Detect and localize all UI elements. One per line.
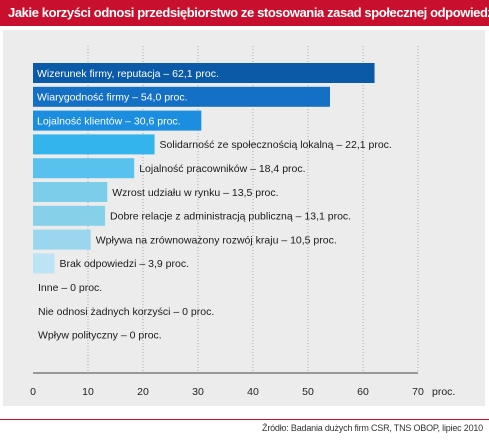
- x-tick-label: 20: [137, 386, 149, 398]
- bar: [33, 229, 91, 250]
- footer-divider: [0, 419, 489, 420]
- bar-label: Inne – 0 proc.: [38, 282, 102, 294]
- bar-label: Dobre relacje z administracją publiczną …: [110, 211, 351, 223]
- bar: [33, 63, 375, 83]
- bar-label: Nie odnosi żadnych korzyści – 0 proc.: [38, 306, 214, 318]
- bar: [33, 110, 202, 131]
- bar-label: Lojalność klientów – 30,6 proc.: [37, 115, 181, 127]
- bar: [33, 158, 135, 179]
- bar: [33, 205, 106, 226]
- bar-label: Wpływ polityczny – 0 proc.: [38, 330, 162, 342]
- bar-label: Wzrost udziału w rynku – 13,5 proc.: [112, 187, 278, 199]
- x-tick-label: 70: [412, 386, 424, 398]
- bar: [33, 253, 55, 274]
- x-tick-label: 50: [302, 386, 314, 398]
- source-note: Źródło: Badania dużych firm CSR, TNS OBO…: [262, 423, 483, 433]
- bar-label: Lojalność pracowników – 18,4 proc.: [139, 163, 305, 175]
- x-tick-label: 60: [357, 386, 369, 398]
- bar-chart: Wizerunek firmy, reputacja – 62,1 proc. W…: [30, 46, 455, 398]
- bar-label: Wiarygodność firmy – 54,0 proc.: [37, 92, 188, 104]
- x-tick-label: 40: [247, 386, 259, 398]
- chart-title: Jakie korzyści odnosi przedsiębiorstwo z…: [0, 0, 489, 26]
- x-tick-label: 10: [82, 386, 94, 398]
- x-unit-label: proc.: [432, 386, 455, 398]
- x-tick-label: 30: [192, 386, 204, 398]
- bar-label: Brak odpowiedzi – 3,9 proc.: [59, 258, 189, 270]
- bar-label: Solidarność ze społecznością lokalną – 2…: [160, 139, 392, 151]
- bar: [33, 134, 155, 155]
- x-tick-label: 0: [30, 386, 36, 398]
- bar-label: Wpływa na zrównoważony rozwój kraju – 10…: [96, 234, 337, 246]
- bar-label: Wizerunek firmy, reputacja – 62,1 proc.: [37, 68, 219, 80]
- bar: [33, 182, 108, 202]
- bar: [33, 86, 330, 107]
